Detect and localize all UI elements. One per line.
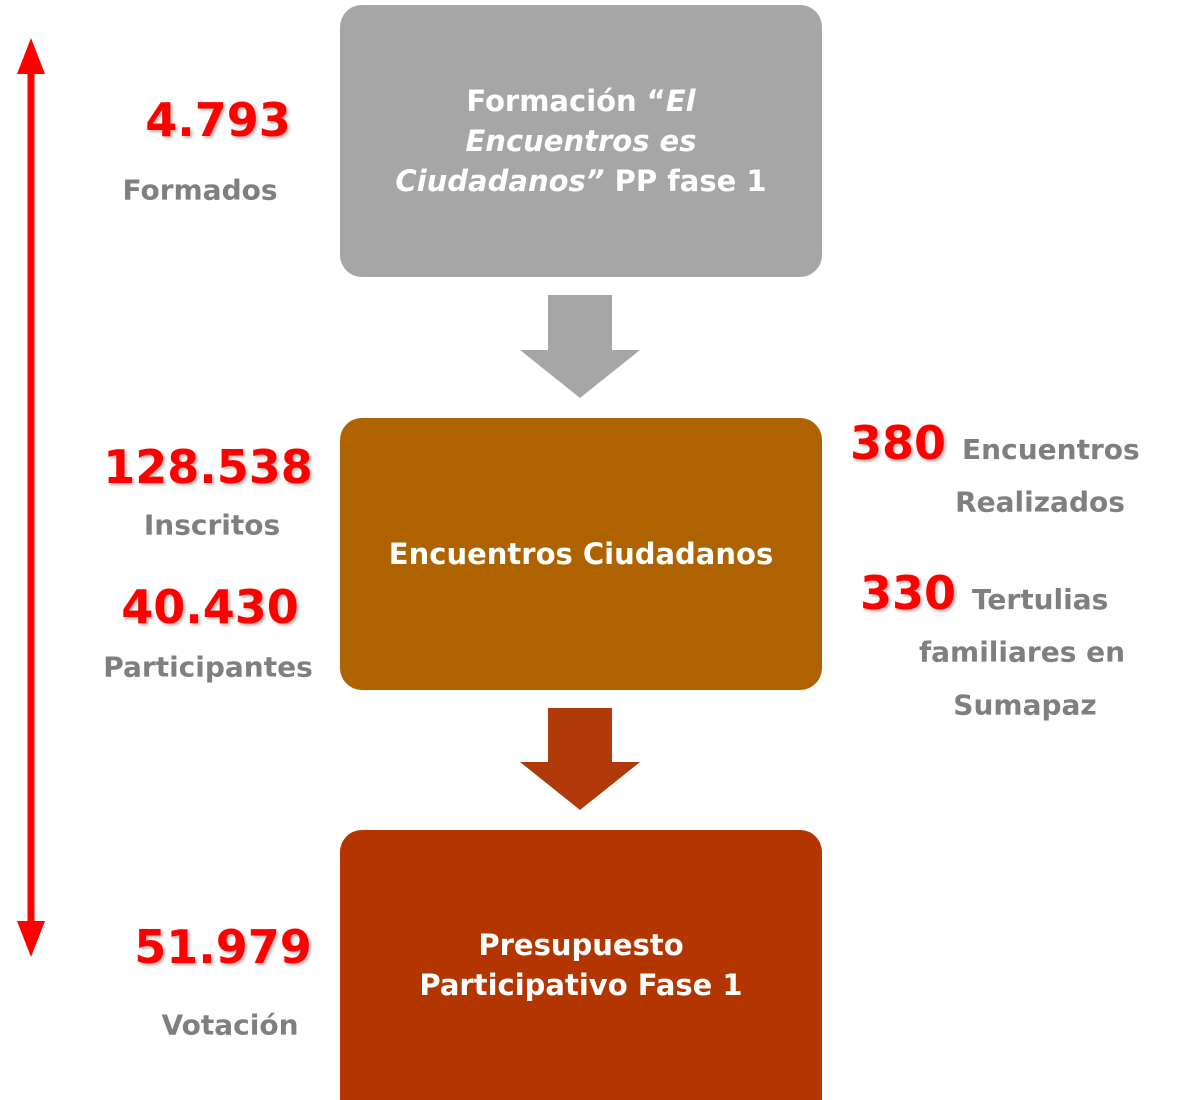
box-line: Encuentros es bbox=[466, 121, 697, 161]
step-box: Encuentros Ciudadanos bbox=[340, 418, 822, 690]
stat-label: familiares en bbox=[918, 635, 1126, 669]
flow-arrow bbox=[520, 295, 640, 398]
stat-number: 330 bbox=[860, 566, 957, 620]
stat-number: 40.430 bbox=[121, 580, 299, 634]
box-text: Ciudadanos” bbox=[395, 164, 605, 198]
box-text: Formación “ bbox=[466, 84, 666, 118]
stat-label: Participantes bbox=[103, 650, 313, 684]
box-text: Participativo Fase 1 bbox=[419, 968, 743, 1002]
stat-number: 380 bbox=[850, 416, 947, 470]
stat-label: Tertulias bbox=[972, 583, 1109, 616]
stat-label: Encuentros bbox=[962, 433, 1140, 466]
stat-number: 128.538 bbox=[103, 440, 313, 494]
stat-label: Inscritos bbox=[143, 508, 281, 542]
flow-arrow bbox=[520, 708, 640, 810]
range-arrowhead-top bbox=[17, 38, 45, 74]
box-line: Ciudadanos” PP fase 1 bbox=[395, 161, 766, 201]
box-text: Encuentros es bbox=[465, 124, 697, 158]
stat-label: Realizados bbox=[955, 485, 1125, 519]
box-line: Encuentros Ciudadanos bbox=[389, 534, 773, 574]
step-box: Formación “El Encuentros es Ciudadanos” PP… bbox=[340, 5, 822, 277]
box-line: Presupuesto bbox=[478, 925, 683, 965]
box-line: Participativo Fase 1 bbox=[419, 965, 742, 1005]
stat-row: 330 Tertulias bbox=[860, 566, 1108, 620]
range-arrowhead-bottom bbox=[17, 921, 45, 957]
box-text: Presupuesto bbox=[478, 928, 684, 962]
stat-label: Sumapaz bbox=[953, 688, 1097, 722]
stat-label: Formados bbox=[122, 173, 278, 207]
stat-number: 4.793 bbox=[145, 93, 291, 147]
box-text: El bbox=[665, 84, 696, 118]
box-text: Encuentros Ciudadanos bbox=[388, 537, 774, 571]
stat-number: 51.979 bbox=[134, 920, 312, 974]
stat-row: 380 Encuentros bbox=[850, 416, 1140, 470]
step-box: Presupuesto Participativo Fase 1 bbox=[340, 830, 822, 1100]
box-line: Formación “El bbox=[466, 81, 695, 121]
box-text: PP fase 1 bbox=[604, 164, 767, 198]
stat-label: Votación bbox=[161, 1008, 299, 1042]
